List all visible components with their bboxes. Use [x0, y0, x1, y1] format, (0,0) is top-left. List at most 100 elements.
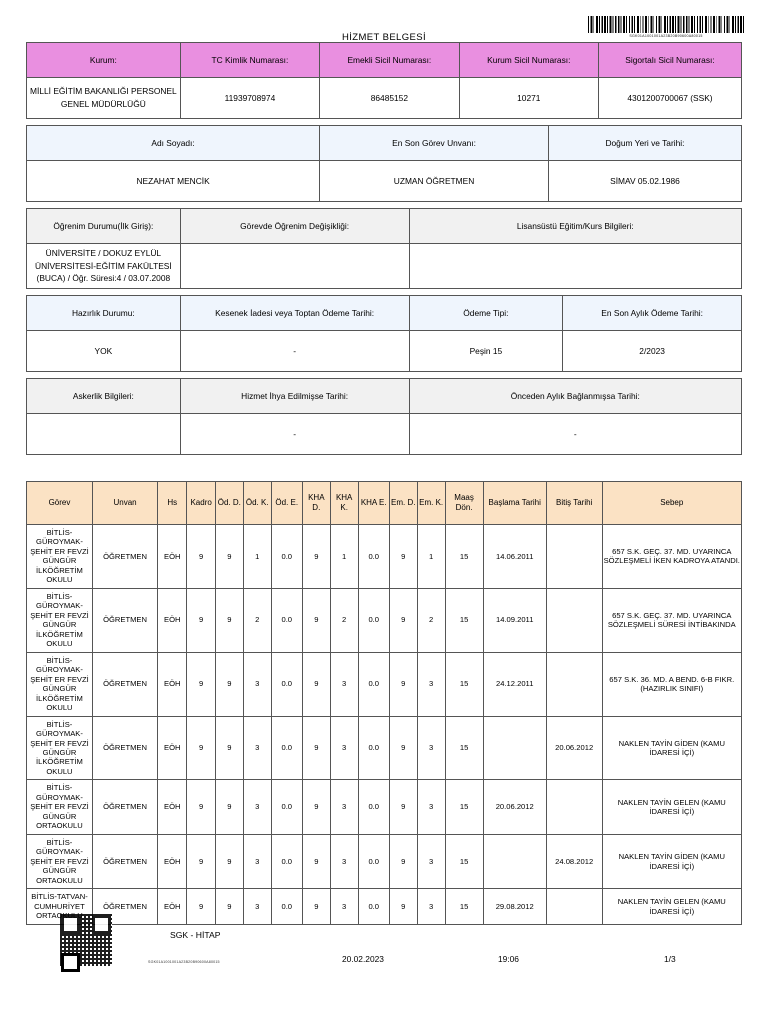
value-kurum: MİLLİ EĞİTİM BAKANLIĞI PERSONEL GENEL MÜ… [26, 77, 181, 119]
value-kesenek-iadesi: - [179, 329, 410, 372]
cell-em-d: 9 [388, 779, 418, 835]
value-dogum-yeri-tarihi: SİMAV 05.02.1986 [547, 160, 743, 202]
education-table: Öğrenim Durumu(İlk Giriş): Görevde Öğren… [26, 208, 743, 289]
cell-kha-d: 9 [301, 833, 331, 890]
cell-baslama [482, 715, 547, 781]
value-hizmet-ihya: - [179, 412, 410, 455]
cell-kadro: 9 [186, 715, 216, 781]
label-kesenek-iadesi: Kesenek İadesi veya Toptan Ödeme Tarihi: [179, 294, 410, 331]
cell-bitis [545, 587, 603, 653]
cell-hs: EÖH [157, 833, 188, 890]
cell-sebep: 657 S.K. 36. MD. A BEND. 6-B FIKR. (HAZI… [601, 651, 743, 717]
label-son-aylik-odeme: En Son Aylık Ödeme Tarihi: [562, 294, 742, 331]
cell-bitis: 24.08.2012 [545, 833, 603, 890]
cell-od-e: 0.0 [270, 587, 303, 653]
cell-od-k: 3 [242, 779, 272, 835]
education-value-row: ÜNİVERSİTE / DOKUZ EYLÜL ÜNİVERSİTESİ-EĞ… [26, 243, 743, 289]
label-ogrenim-durumu: Öğrenim Durumu(İlk Giriş): [26, 208, 181, 244]
cell-sebep: NAKLEN TAYİN GİDEN (KAMU İDARESİ İÇİ) [601, 715, 743, 781]
cell-em-k: 3 [416, 715, 446, 781]
barcode-area: SGK01A1001001A23B20B90600A80015 [586, 16, 746, 38]
cell-maas-don: 15 [444, 779, 484, 835]
cell-baslama: 20.06.2012 [482, 779, 547, 835]
value-ogrenim-durumu: ÜNİVERSİTE / DOKUZ EYLÜL ÜNİVERSİTESİ-EĞ… [26, 243, 181, 289]
cell-kha-d: 9 [301, 779, 331, 835]
label-hazirlik-durumu: Hazırlık Durumu: [26, 294, 181, 331]
table-row: BİTLİS-GÜROYMAK-ŞEHİT ER FEVZİ GÜNGÜR OR… [26, 833, 743, 890]
cell-sebep: NAKLEN TAYİN GİDEN (KAMU İDARESİ İÇİ) [601, 833, 743, 890]
cell-unvan: ÖĞRETMEN [91, 833, 159, 890]
value-son-aylik-odeme: 2/2023 [562, 329, 742, 372]
cell-kha-e: 0.0 [357, 587, 390, 653]
label-kurum-sicil: Kurum Sicil Numarası: [458, 42, 599, 78]
cell-od-d: 9 [214, 779, 244, 835]
cell-od-k: 3 [242, 715, 272, 781]
cell-maas-don: 15 [444, 888, 484, 925]
cell-gorev: BİTLİS-GÜROYMAK-ŞEHİT ER FEVZİ GÜNGÜR İL… [26, 523, 93, 589]
person-table: Adı Soyadı: En Son Görev Unvanı: Doğum Y… [25, 125, 743, 202]
cell-kha-d: 9 [301, 651, 331, 717]
cell-maas-don: 15 [444, 715, 484, 781]
cell-baslama: 14.09.2011 [482, 587, 547, 653]
cell-od-d: 9 [214, 523, 244, 589]
col-em-d: Em. D. [388, 480, 418, 525]
document-footer: SGK01A1001001A23B20B90600A80015 SGK - Hİ… [0, 914, 768, 984]
col-gorev: Görev [26, 480, 93, 525]
value-odeme-tipi: Peşin 15 [408, 329, 564, 372]
cell-od-k: 3 [242, 888, 272, 925]
cell-gorev: BİTLİS-GÜROYMAK-ŞEHİT ER FEVZİ GÜNGÜR İL… [26, 587, 93, 653]
service-table: Görev Unvan Hs Kadro Öd. D. Öd. K. Öd. E… [26, 480, 743, 925]
col-sebep: Sebep [601, 480, 743, 525]
cell-maas-don: 15 [444, 833, 484, 890]
cell-hs: EÖH [157, 651, 188, 717]
value-gorevde-ogrenim-degisikligi [179, 243, 410, 289]
payment-table: Hazırlık Durumu: Kesenek İadesi veya Top… [26, 294, 742, 372]
barcode-label: SGK01A1001001A23B20B90600A80015 [629, 34, 703, 38]
cell-em-d: 9 [388, 888, 418, 925]
col-em-k: Em. K. [416, 480, 446, 525]
military-value-row: - - [26, 412, 743, 455]
cell-unvan: ÖĞRETMEN [91, 715, 159, 781]
cell-unvan: ÖĞRETMEN [91, 523, 159, 589]
cell-bitis [545, 779, 603, 835]
cell-maas-don: 15 [444, 523, 484, 589]
cell-baslama [482, 833, 547, 890]
cell-sebep: NAKLEN TAYİN GELEN (KAMU İDARESİ İÇİ) [601, 888, 743, 925]
cell-bitis [545, 888, 603, 925]
cell-od-e: 0.0 [270, 523, 303, 589]
cell-kha-k: 3 [329, 715, 359, 781]
service-table-wrapper: Görev Unvan Hs Kadro Öd. D. Öd. K. Öd. E… [26, 480, 743, 925]
cell-kha-e: 0.0 [357, 523, 390, 589]
cell-baslama: 14.06.2011 [482, 523, 547, 589]
label-askerlik-bilgileri: Askerlik Bilgileri: [26, 377, 181, 414]
footer-date: 20.02.2023 [342, 954, 384, 964]
cell-od-e: 0.0 [270, 888, 303, 925]
label-dogum-yeri-tarihi: Doğum Yeri ve Tarihi: [547, 125, 743, 161]
cell-kha-k: 3 [329, 651, 359, 717]
value-onceden-aylik-baglanmissa: - [408, 412, 743, 455]
payment-header-row: Hazırlık Durumu: Kesenek İadesi veya Top… [26, 294, 742, 331]
cell-kha-k: 1 [329, 523, 359, 589]
service-table-body: BİTLİS-GÜROYMAK-ŞEHİT ER FEVZİ GÜNGÜR İL… [26, 523, 743, 925]
cell-kha-e: 0.0 [357, 833, 390, 890]
label-hizmet-ihya: Hizmet İhya Edilmişse Tarihi: [179, 377, 410, 414]
cell-em-d: 9 [388, 715, 418, 781]
cell-maas-don: 15 [444, 587, 484, 653]
cell-kha-e: 0.0 [357, 651, 390, 717]
cell-hs: EÖH [157, 888, 188, 925]
col-maas-don: Maaş Dön. [444, 480, 484, 525]
cell-kadro: 9 [186, 833, 216, 890]
value-askerlik-bilgileri [26, 412, 181, 455]
cell-em-d: 9 [388, 833, 418, 890]
value-lisansustu-egitim [408, 243, 743, 289]
cell-hs: EÖH [157, 587, 188, 653]
label-adi-soyadi: Adı Soyadı: [25, 125, 321, 161]
cell-od-d: 9 [214, 888, 244, 925]
cell-kha-k: 3 [329, 833, 359, 890]
col-od-d: Öd. D. [214, 480, 244, 525]
cell-em-k: 2 [416, 587, 446, 653]
person-value-row: NEZAHAT MENCİK UZMAN ÖĞRETMEN SİMAV 05.0… [25, 160, 743, 202]
cell-hs: EÖH [157, 523, 188, 589]
cell-od-k: 1 [242, 523, 272, 589]
cell-kadro: 9 [186, 523, 216, 589]
